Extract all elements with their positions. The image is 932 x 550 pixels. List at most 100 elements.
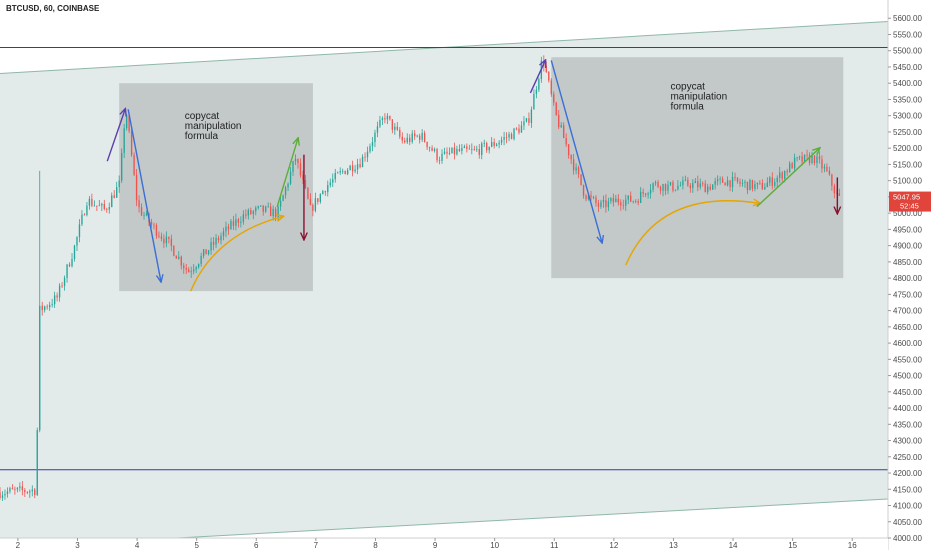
candle-body-332 — [823, 166, 826, 169]
candle-body-46 — [113, 195, 115, 198]
candle-body-8 — [19, 486, 21, 488]
candle-body-111 — [274, 208, 277, 217]
candle-body-260 — [644, 193, 647, 195]
candle-body-65 — [160, 236, 163, 239]
candle-body-147 — [364, 156, 366, 158]
candle-body-128 — [317, 198, 319, 202]
y-tick-label-4350: 4350.00 — [893, 420, 922, 429]
candle-body-220 — [545, 65, 547, 73]
candle-body-284 — [704, 183, 706, 193]
candle-body-145 — [359, 164, 361, 168]
candle-body-206 — [510, 134, 513, 140]
candle-body-173 — [428, 147, 431, 149]
candle-body-4 — [9, 488, 11, 492]
candle-body-146 — [361, 156, 364, 168]
candle-body-0 — [0, 492, 1, 498]
trend-arrow-7 — [550, 60, 602, 242]
y-tick-label-4050: 4050.00 — [893, 518, 922, 527]
candle-body-280 — [694, 181, 696, 184]
candle-body-118 — [292, 161, 294, 172]
candle-body-162 — [401, 136, 403, 141]
candle-body-296 — [734, 176, 736, 178]
candle-body-226 — [560, 125, 562, 128]
candle-body-62 — [153, 224, 155, 226]
y-axis[interactable]: 4000.00 4050.00 4100.00 4150.00 4200.00 4250.… — [887, 0, 932, 550]
candle-body-55 — [135, 174, 138, 201]
trend-arrow-2 — [127, 109, 161, 281]
candle-body-58 — [143, 215, 145, 216]
candle-body-25 — [61, 285, 63, 287]
candle-body-188 — [466, 146, 468, 149]
candle-body-42 — [103, 203, 105, 209]
x-tick-label-2: 2 — [16, 541, 21, 550]
candle-body-80 — [197, 263, 200, 268]
x-axis[interactable]: 2 3 4 5 6 7 8 9 10 11 12 13 14 15 16 — [0, 537, 888, 550]
x-tick-label-7: 7 — [314, 541, 319, 550]
candle-body-305 — [756, 182, 759, 185]
candle-body-72 — [178, 256, 180, 259]
candle-body-331 — [821, 159, 823, 169]
y-tick-label-5150: 5150.00 — [893, 160, 922, 169]
candle-body-240 — [595, 197, 597, 204]
candle-body-232 — [575, 167, 577, 171]
candles-layer — [0, 55, 841, 501]
candle-body-103 — [255, 207, 257, 212]
candle-body-238 — [590, 195, 592, 197]
candle-body-71 — [175, 255, 177, 259]
candle-body-236 — [585, 195, 587, 200]
candle-body-184 — [456, 148, 458, 155]
candle-body-6 — [14, 489, 16, 491]
candle-body-304 — [754, 184, 756, 189]
candle-body-181 — [448, 153, 451, 154]
annotation-note-1: copycat manipulation formula — [185, 111, 242, 142]
candle-body-33 — [81, 214, 83, 225]
y-tick-label-4750: 4750.00 — [893, 290, 922, 299]
candle-body-31 — [76, 237, 78, 246]
candle-body-76 — [188, 269, 190, 273]
candle-body-320 — [793, 157, 796, 169]
candle-body-217 — [538, 79, 540, 90]
annotation-box-1 — [119, 83, 313, 292]
candle-body-161 — [399, 129, 401, 137]
candle-body-35 — [86, 205, 88, 216]
candle-body-168 — [416, 135, 418, 137]
candle-body-237 — [587, 195, 590, 200]
candle-body-40 — [98, 205, 101, 207]
candle-body-292 — [724, 182, 726, 186]
candle-body-197 — [488, 146, 490, 151]
candle-body-94 — [232, 221, 235, 226]
y-tick-label-4600: 4600.00 — [893, 339, 922, 348]
candle-body-298 — [739, 181, 741, 184]
candle-body-213 — [528, 118, 530, 123]
candle-body-175 — [433, 149, 436, 151]
candle-body-68 — [168, 236, 170, 239]
candle-body-196 — [486, 142, 488, 151]
candle-body-108 — [267, 206, 269, 208]
candle-body-309 — [766, 182, 768, 188]
candle-body-264 — [654, 182, 657, 184]
candle-body-11 — [26, 492, 28, 493]
candle-body-293 — [726, 180, 729, 186]
candle-body-277 — [687, 179, 689, 186]
candle-body-130 — [322, 191, 324, 195]
candle-body-86 — [212, 242, 215, 245]
candle-body-294 — [729, 180, 731, 188]
candle-body-317 — [786, 171, 788, 173]
last-price-badge — [889, 191, 931, 212]
candle-body-138 — [342, 170, 344, 172]
candle-body-200 — [495, 144, 498, 146]
candle-body-29 — [71, 258, 73, 267]
candle-body-9 — [21, 486, 24, 491]
candle-body-38 — [93, 205, 96, 207]
candle-body-20 — [48, 304, 51, 308]
candle-body-216 — [535, 89, 538, 94]
candle-body-122 — [302, 175, 304, 180]
candle-body-263 — [652, 183, 654, 190]
candle-body-19 — [46, 306, 48, 308]
x-axis-background — [0, 538, 888, 550]
candle-body-185 — [458, 148, 461, 152]
y-tick-label-4850: 4850.00 — [893, 258, 922, 267]
candle-body-195 — [483, 142, 485, 144]
candle-body-166 — [411, 133, 413, 142]
